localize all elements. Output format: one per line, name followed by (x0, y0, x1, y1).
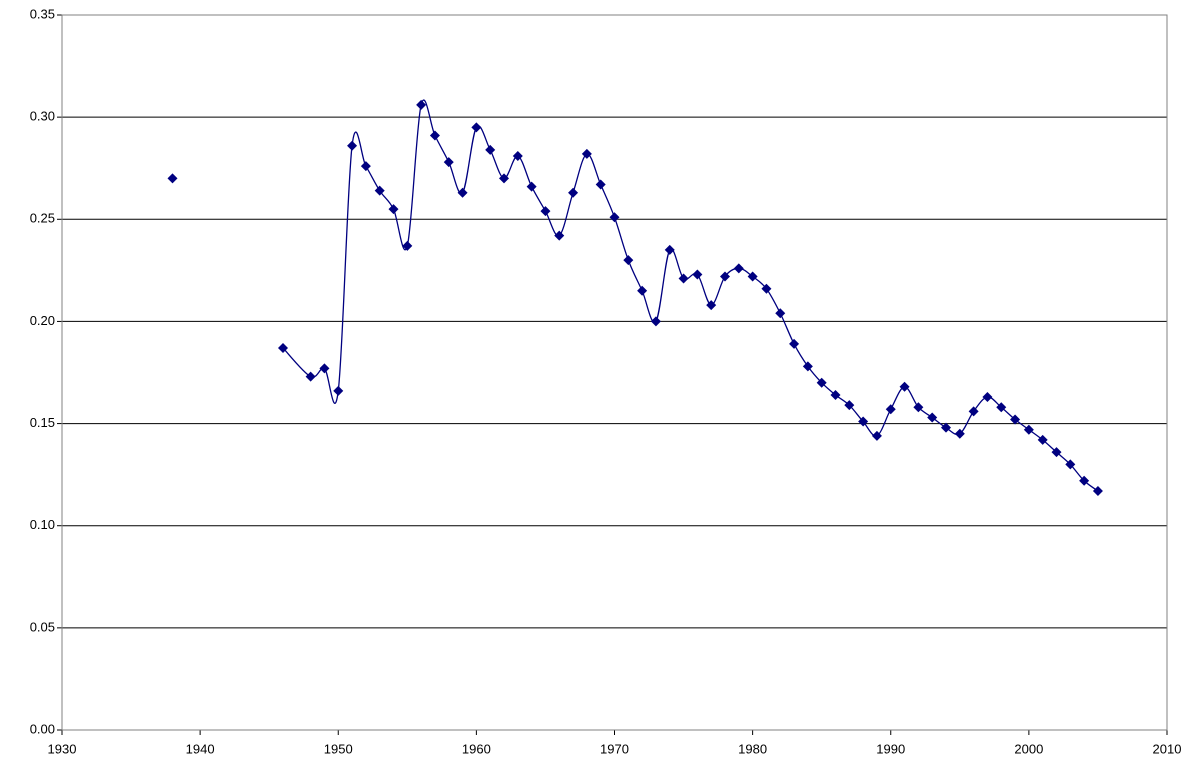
y-tick-label: 0.25 (30, 211, 55, 226)
data-point (858, 416, 869, 427)
data-point (1065, 459, 1076, 470)
data-point (802, 361, 813, 372)
data-point (678, 273, 689, 284)
data-point (167, 173, 178, 184)
series-line (282, 99, 1099, 492)
data-point (429, 130, 440, 141)
data-point (388, 204, 399, 215)
data-point (374, 185, 385, 196)
x-tick-label: 1960 (462, 741, 491, 756)
x-tick-label: 1940 (186, 741, 215, 756)
data-point (664, 244, 675, 255)
data-point (913, 402, 924, 413)
data-point (1092, 485, 1103, 496)
data-point (1010, 414, 1021, 425)
data-point (927, 412, 938, 423)
y-tick-label: 0.05 (30, 619, 55, 634)
data-point (499, 173, 509, 184)
data-point (761, 283, 772, 294)
data-point (1051, 447, 1062, 458)
x-tick-label: 1930 (48, 741, 77, 756)
data-point (941, 422, 951, 433)
y-tick-label: 0.35 (30, 6, 55, 21)
x-tick-label: 1950 (324, 741, 353, 756)
y-tick-label: 0.20 (30, 313, 55, 328)
data-point (347, 140, 358, 151)
data-point (554, 230, 565, 241)
data-point (830, 389, 841, 400)
data-point (1037, 434, 1048, 445)
x-tick-label: 2000 (1014, 741, 1043, 756)
data-point (1023, 424, 1034, 435)
data-point (595, 179, 606, 190)
data-point (954, 428, 965, 439)
data-point (319, 363, 330, 374)
data-point (443, 157, 454, 168)
data-point (568, 187, 579, 198)
data-point (526, 181, 537, 192)
data-point (844, 400, 855, 411)
data-point (305, 371, 316, 382)
x-tick-label: 1970 (600, 741, 629, 756)
data-point (775, 308, 786, 319)
data-point (402, 240, 413, 251)
data-point (968, 406, 979, 417)
data-point (747, 271, 758, 282)
data-point (623, 255, 634, 266)
data-point (1079, 475, 1090, 486)
data-point (278, 342, 288, 353)
data-point (885, 404, 896, 415)
data-point (789, 338, 800, 349)
plot-border (61, 14, 1168, 731)
data-point (416, 99, 427, 110)
data-point (996, 402, 1007, 413)
data-point (471, 122, 482, 133)
y-tick-label: 0.00 (30, 721, 55, 736)
data-point (899, 381, 910, 392)
data-point (457, 187, 468, 198)
data-point (540, 206, 551, 217)
data-point (360, 161, 371, 172)
data-point (982, 392, 993, 403)
data-point (692, 269, 703, 280)
data-point (609, 212, 620, 223)
x-tick-label: 1980 (738, 741, 767, 756)
y-tick-label: 0.10 (30, 517, 55, 532)
x-tick-label: 2010 (1153, 741, 1182, 756)
y-tick-label: 0.30 (30, 109, 55, 124)
data-point (637, 285, 648, 296)
y-tick-label: 0.15 (30, 415, 55, 430)
data-point (871, 430, 882, 441)
data-point (333, 385, 344, 396)
data-point (720, 271, 730, 282)
data-point (816, 377, 827, 388)
data-point (485, 144, 496, 155)
data-point (733, 263, 744, 274)
data-point (650, 316, 661, 327)
x-tick-label: 1990 (876, 741, 905, 756)
data-point (581, 148, 592, 159)
data-point (512, 150, 523, 161)
data-point (706, 300, 717, 311)
